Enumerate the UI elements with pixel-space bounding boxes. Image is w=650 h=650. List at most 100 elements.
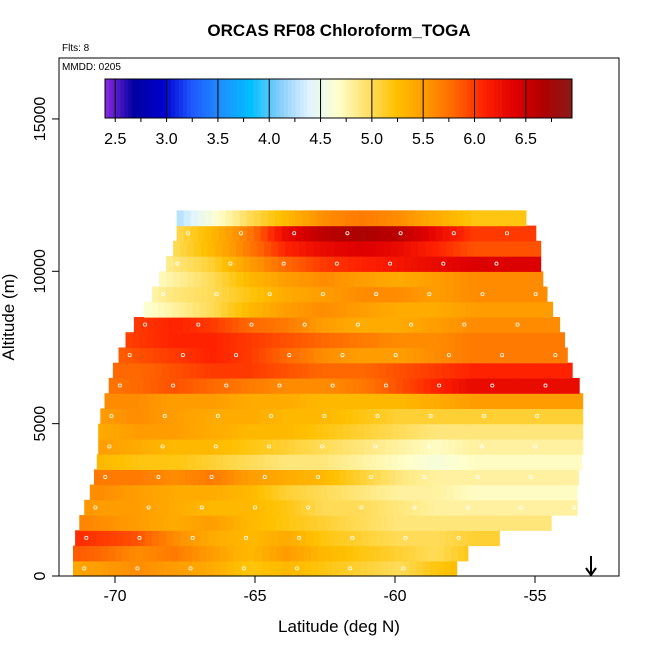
heat-cell	[553, 423, 561, 440]
heat-cell	[208, 530, 216, 547]
heat-cell	[160, 393, 169, 410]
heat-cell	[520, 515, 528, 531]
heat-cell	[565, 454, 574, 470]
heat-cell	[243, 271, 251, 288]
heat-cell	[332, 545, 340, 562]
colorbar-segment	[486, 79, 491, 118]
heat-cell	[362, 454, 371, 470]
heat-cell	[245, 362, 254, 379]
heat-cell	[126, 362, 135, 379]
heat-cell	[425, 530, 433, 547]
heat-cell	[541, 408, 549, 425]
heat-cell	[306, 530, 314, 547]
heat-cell	[573, 393, 582, 410]
heat-cell	[495, 256, 503, 272]
heat-cell	[360, 377, 369, 394]
heat-cell	[259, 317, 268, 333]
heat-cell	[257, 454, 266, 470]
heat-cell	[537, 286, 545, 303]
heat-cell	[222, 454, 231, 470]
heat-cell	[283, 377, 292, 394]
heat-cell	[386, 210, 395, 227]
heat-cell	[217, 499, 225, 516]
heat-cell	[140, 438, 148, 455]
heat-cell	[379, 210, 388, 227]
heat-cell	[285, 530, 293, 547]
heat-cell	[353, 560, 361, 577]
heat-cell	[435, 210, 444, 227]
heat-cell	[434, 362, 443, 379]
heat-cell	[325, 377, 334, 394]
heat-cell	[181, 347, 190, 364]
heat-cell	[308, 317, 317, 333]
observation-point	[504, 231, 509, 236]
heat-cell	[428, 210, 437, 227]
heat-cell	[260, 210, 269, 227]
heat-cell	[203, 423, 211, 440]
y-tick-label: 10000	[32, 249, 49, 294]
colorbar-segment	[420, 79, 425, 118]
heat-cell	[474, 271, 482, 288]
colorbar-segment	[424, 79, 429, 118]
heat-cell	[552, 393, 561, 410]
heat-cell	[122, 545, 130, 562]
observation-point	[572, 505, 577, 510]
heat-cell	[267, 225, 276, 242]
heat-cell	[180, 271, 188, 288]
heat-cell	[301, 438, 309, 455]
colorbar-segment	[147, 79, 153, 118]
heat-cell	[313, 240, 321, 257]
heat-cell	[336, 499, 344, 516]
heat-cell	[163, 408, 171, 425]
heat-cell	[355, 256, 363, 272]
heat-cell	[324, 515, 332, 531]
heat-cell	[551, 484, 560, 501]
observation-point	[266, 444, 271, 449]
heat-cell	[385, 499, 393, 516]
heat-cell	[504, 423, 512, 440]
heat-cell	[297, 469, 305, 486]
heat-cell	[363, 332, 372, 349]
heat-cell	[252, 438, 260, 455]
heat-cell	[294, 362, 303, 379]
heat-cell	[166, 271, 174, 288]
colorbar-segment	[498, 79, 503, 118]
heat-cell	[399, 423, 407, 440]
colorbar-segment	[552, 79, 557, 118]
heat-cell	[455, 362, 464, 379]
heat-cell	[271, 286, 279, 303]
heat-cell	[377, 393, 386, 410]
heat-cell	[266, 499, 274, 516]
heat-cell	[100, 515, 108, 531]
heat-cell	[216, 393, 225, 410]
heat-cell	[195, 332, 204, 349]
heat-cell	[185, 377, 194, 394]
heat-cell	[495, 484, 504, 501]
observation-point	[451, 231, 456, 236]
colorbar-segment	[136, 79, 141, 118]
heat-cell	[353, 377, 362, 394]
heat-cell	[140, 362, 149, 379]
heat-cell	[201, 484, 210, 501]
heat-cell	[406, 362, 415, 379]
heat-cell	[517, 347, 526, 364]
heat-cell	[101, 545, 109, 562]
observation-point	[228, 261, 233, 266]
heat-cell	[510, 332, 519, 349]
heat-cell	[250, 256, 258, 272]
heat-cell	[552, 347, 561, 364]
heat-cell	[168, 438, 176, 455]
colorbar-segment	[264, 79, 269, 118]
colorbar-segment	[120, 79, 125, 118]
observation-point	[215, 414, 220, 419]
heat-cell	[229, 530, 237, 547]
observation-point	[199, 505, 204, 510]
heat-cell	[373, 515, 381, 531]
heat-cell	[287, 438, 295, 455]
heat-cell	[546, 362, 555, 379]
heat-cell	[381, 301, 390, 318]
heat-cell	[341, 240, 349, 257]
heat-cell	[292, 530, 300, 547]
heat-cell	[329, 438, 337, 455]
heat-cell	[264, 530, 272, 547]
